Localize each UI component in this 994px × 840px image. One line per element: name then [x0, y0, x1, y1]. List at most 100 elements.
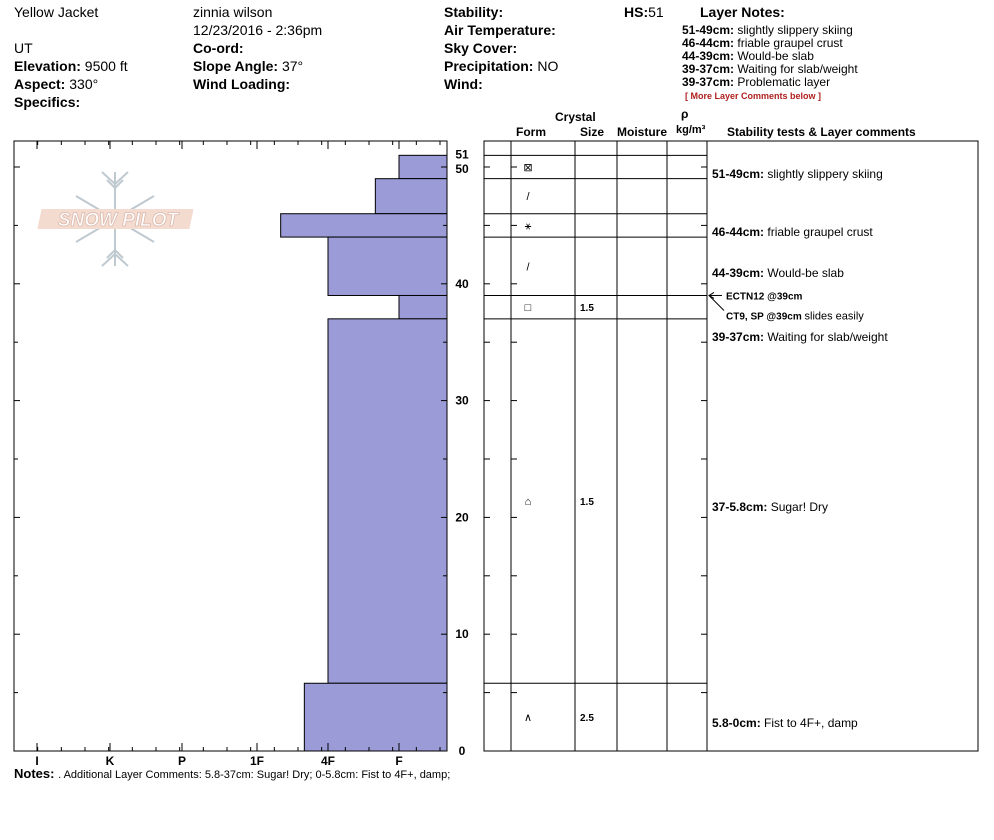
layer-comment-range: 46-44cm:	[712, 225, 767, 239]
datetime: 12/23/2016 - 2:36pm	[193, 22, 323, 38]
layer-note-text: slightly slippery skiing	[737, 23, 853, 37]
crystal-form-symbol: ∧	[524, 712, 532, 724]
coord-label: Co-ord:	[193, 40, 244, 56]
hardness-bar	[398, 294, 448, 320]
layer-comment-range: 44-39cm:	[712, 266, 767, 280]
crystal-table-frame	[483, 140, 979, 752]
layer-comment: 51-49cm: slightly slippery skiing	[712, 167, 883, 181]
crystal-header: Crystal	[555, 110, 596, 124]
layer-comment: 5.8-0cm: Fist to 4F+, damp	[712, 716, 858, 730]
depth-label: 50	[455, 162, 469, 176]
crystal-form-symbol: ⊠	[523, 162, 532, 174]
crystal-form-symbol: /	[526, 261, 530, 273]
precipitation: Precipitation: NO	[444, 58, 558, 74]
crystal-size: 1.5	[580, 497, 594, 508]
logo-text: SNOW PILOT	[58, 210, 180, 231]
location: Yellow Jacket	[14, 4, 99, 20]
crystal-form-symbol: ⚹	[525, 220, 532, 232]
aspect: Aspect: 330°	[14, 76, 98, 92]
wind-label: Wind:	[444, 76, 483, 92]
hardness-bar	[303, 682, 448, 752]
layer-comment: 44-39cm: Would-be slab	[712, 266, 844, 280]
layer-comment: 39-37cm: Waiting for slab/weight	[712, 330, 888, 344]
moisture-header: Moisture	[617, 125, 668, 139]
notes: Notes: . Additional Layer Comments: 5.8-…	[14, 766, 450, 783]
hardness-bars	[280, 154, 448, 752]
layer-comment-text: Would-be slab	[767, 266, 844, 280]
aspect-value: 330°	[69, 76, 99, 92]
observer: zinnia wilson	[193, 4, 273, 20]
hardness-label: K	[106, 754, 115, 768]
layer-comment-text: slightly slippery skiing	[767, 167, 882, 181]
slope-angle: Slope Angle: 37°	[193, 58, 303, 74]
layer-note-range: 51-49cm:	[682, 23, 735, 37]
layer-note-text: Waiting for slab/weight	[737, 62, 858, 76]
layer-note-range: 39-37cm:	[682, 62, 735, 76]
hs-label: HS:	[624, 4, 649, 20]
crystal-rows: ⊠ / ⚹ / □ 1.5 ⌂ 1.5 ∧ 2.5	[484, 154, 707, 724]
notes-label: Notes:	[14, 766, 55, 781]
precip-value: NO	[537, 58, 559, 74]
notes-text: . Additional Layer Comments: 5.8-37cm: S…	[58, 769, 451, 781]
layer-notes-title: Layer Notes:	[700, 4, 785, 20]
stability-test-label: ECTN12 @39cm	[726, 291, 803, 302]
sky-cover-label: Sky Cover:	[444, 40, 518, 56]
stability-test-label: CT9, SP @39cm slides easily	[726, 310, 864, 322]
stability-test-code: CT9, SP @39cm	[726, 311, 805, 322]
hardness-label: I	[35, 754, 38, 768]
layer-note-text: Problematic layer	[737, 75, 831, 89]
layer-comment: 46-44cm: friable graupel crust	[712, 225, 873, 239]
depth-label: 10	[455, 627, 469, 641]
comment-rows: 51-49cm: slightly slippery skiing 46-44cm…	[712, 167, 888, 730]
elevation-label: Elevation:	[14, 58, 81, 74]
layer-note-range: 46-44cm:	[682, 36, 735, 50]
crystal-size: 1.5	[580, 303, 594, 314]
state: UT	[14, 40, 33, 56]
hardness-label: F	[395, 754, 402, 768]
crystal-size: 2.5	[580, 713, 594, 724]
hardness-label: 1F	[250, 754, 264, 768]
depth-label: 0	[459, 744, 466, 758]
layer-comment-text: friable graupel crust	[767, 225, 873, 239]
depth-label: 51	[455, 147, 469, 161]
hardness-bar	[398, 154, 448, 180]
elevation-value: 9500 ft	[84, 58, 128, 74]
stability-arrow	[708, 295, 725, 311]
air-temp-label: Air Temperature:	[444, 22, 556, 38]
stability-test-remark: slides easily	[805, 310, 865, 322]
slope-value: 37°	[281, 58, 304, 74]
depth-label: 40	[455, 277, 469, 291]
depth-label: 30	[455, 394, 469, 408]
layer-note: 51-49cm: slightly slippery skiing	[682, 24, 853, 37]
layer-comment-text: Sugar! Dry	[771, 500, 828, 514]
hardness-label: P	[178, 754, 186, 768]
size-header: Size	[580, 125, 605, 139]
comments-header: Stability tests & Layer comments	[727, 125, 916, 139]
layer-comment-range: 51-49cm:	[712, 167, 767, 181]
layer-comment-text: Fist to 4F+, damp	[764, 716, 858, 730]
crystal-form-symbol: □	[525, 302, 532, 314]
layer-note: 39-37cm: Waiting for slab/weight	[682, 63, 858, 76]
hardness-ticks: I K P 1F 4F F	[35, 141, 441, 768]
layer-note-text: friable graupel crust	[737, 36, 843, 50]
hardness-bar	[374, 178, 448, 215]
more-comments-link[interactable]: [ More Layer Comments below ]	[685, 91, 822, 101]
crystal-form-symbol: ⌂	[525, 496, 532, 508]
aspect-label: Aspect:	[14, 76, 66, 92]
logo-banner	[37, 209, 194, 229]
stability-label: Stability:	[444, 4, 504, 20]
hs: HS:51	[624, 4, 664, 20]
layer-note-range: 39-37cm:	[682, 75, 735, 89]
layer-note: 39-37cm: Problematic layer	[682, 76, 830, 89]
form-header: Form	[516, 125, 546, 139]
layer-comment-text: Waiting for slab/weight	[767, 330, 888, 344]
layer-comment-range: 37-5.8cm:	[712, 500, 771, 514]
layer-comment-range: 39-37cm:	[712, 330, 767, 344]
hs-value: 51	[648, 4, 664, 20]
layer-note-text: Would-be slab	[737, 49, 814, 63]
rho-header: ρ	[681, 107, 689, 121]
hardness-bar	[280, 213, 448, 238]
layer-comment: 37-5.8cm: Sugar! Dry	[712, 500, 828, 514]
hardness-bar	[327, 236, 448, 296]
